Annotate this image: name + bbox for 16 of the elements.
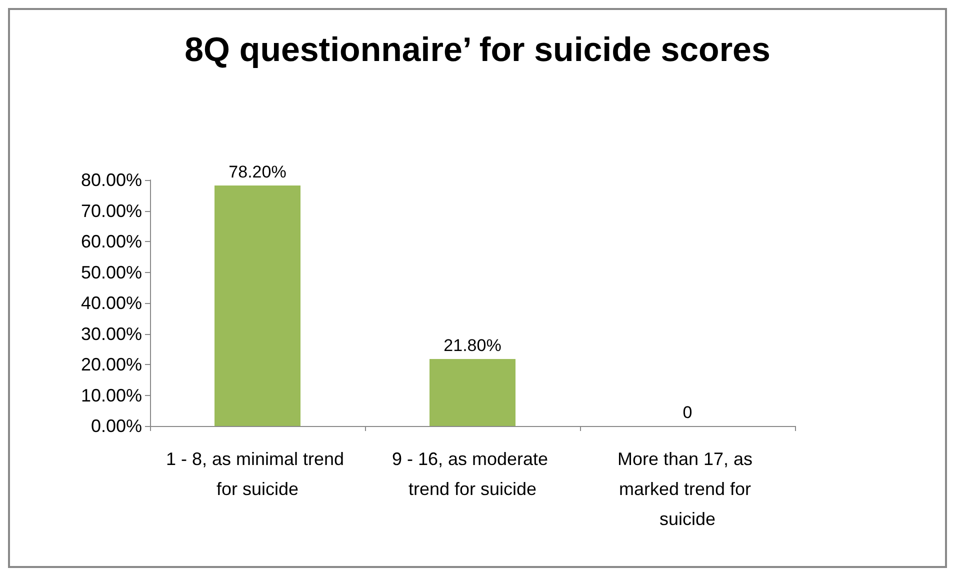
- x-tick-label: 1 - 8, as minimal trend for suicide: [166, 449, 350, 499]
- chart-title: 8Q questionnaire’ for suicide scores: [184, 31, 770, 69]
- y-tick-label: 30.00%: [80, 324, 142, 344]
- data-label: 0: [682, 403, 692, 422]
- y-tick-label: 10.00%: [80, 385, 142, 406]
- y-tick-label: 60.00%: [80, 232, 142, 252]
- y-tick-label: 70.00%: [80, 200, 142, 221]
- y-tick-label: 50.00%: [80, 262, 142, 282]
- y-tick-label: 40.00%: [80, 293, 142, 313]
- y-tick-label: 80.00%: [80, 170, 142, 190]
- x-tick-label: 9 - 16, as moderate trend for suicide: [392, 449, 554, 499]
- y-tick-label: 0.00%: [90, 416, 142, 436]
- x-tick-label: More than 17, as marked trend for suicide: [617, 449, 758, 529]
- data-label: 78.20%: [228, 162, 286, 182]
- y-tick-label: 20.00%: [80, 354, 142, 374]
- data-label: 21.80%: [444, 336, 502, 355]
